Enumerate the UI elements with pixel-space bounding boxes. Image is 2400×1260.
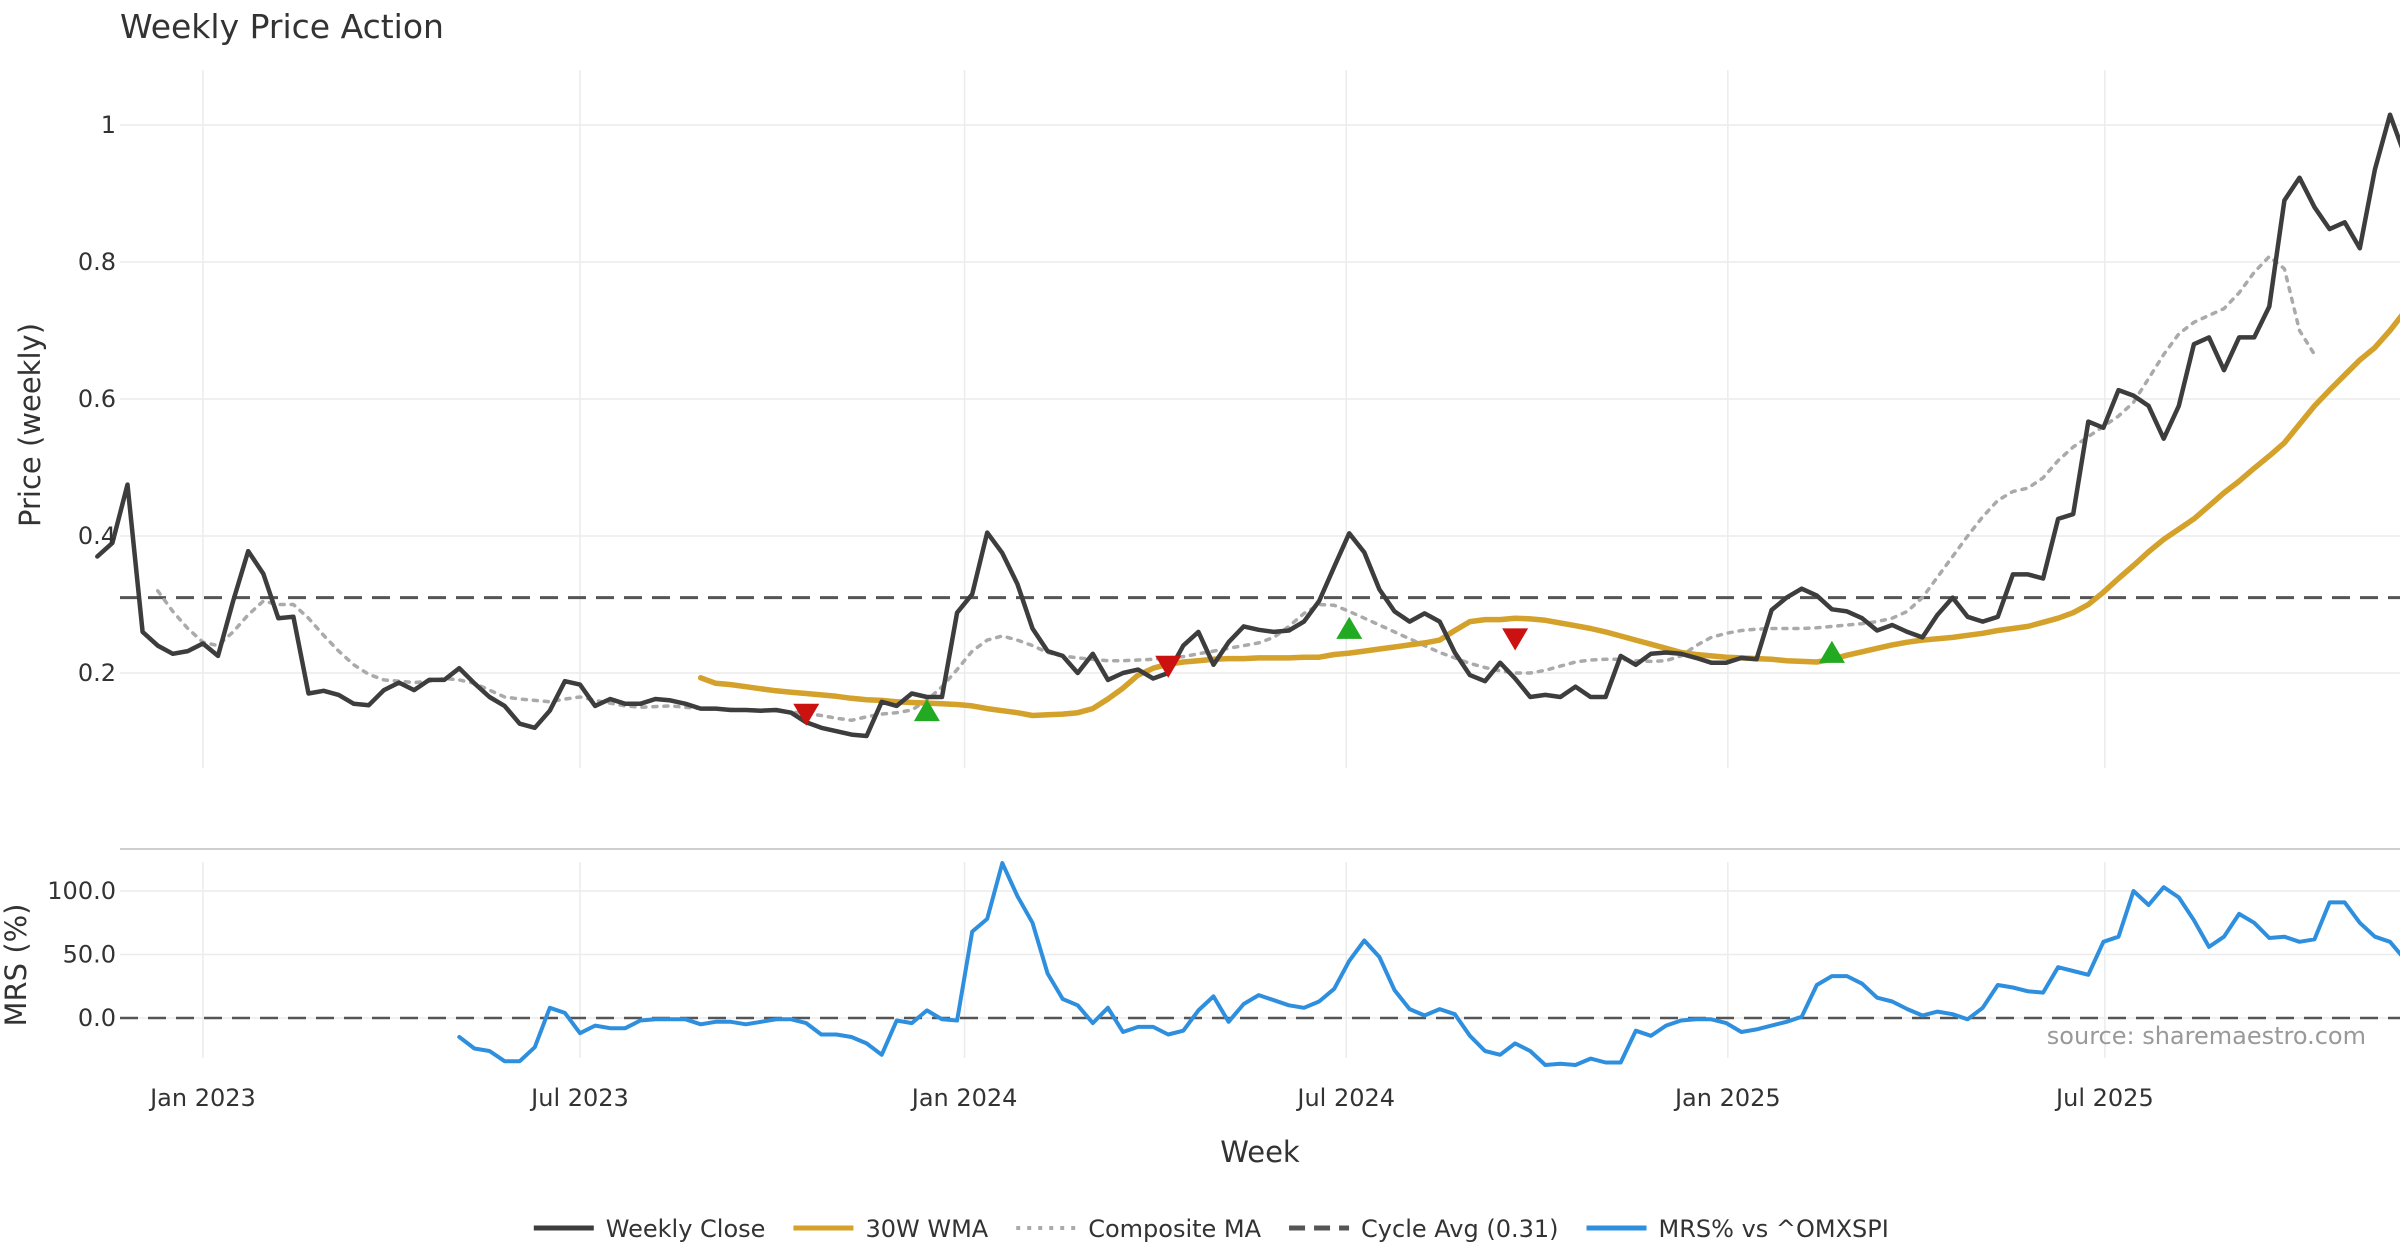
series-mrs-vs-omxspi bbox=[457, 861, 2400, 1067]
legend-label: 30W WMA bbox=[865, 1215, 988, 1243]
x-tick-jan-2024: Jan 2024 bbox=[910, 1084, 1018, 1112]
x-tick-labels: Jan 2023 Jul 2023 Jan 2024 Jul 2024 Jan 2025… bbox=[148, 1084, 2154, 1112]
signal-marker-down-5 bbox=[1502, 628, 1529, 651]
x-tick-jan-2025: Jan 2025 bbox=[1673, 1084, 1781, 1112]
signal-markers bbox=[793, 616, 1845, 726]
price-grid bbox=[120, 70, 2400, 768]
x-axis-label: Week bbox=[1220, 1135, 1300, 1169]
legend-label: Cycle Avg (0.31) bbox=[1361, 1215, 1558, 1243]
legend-item-mrs-vs-omxspi: MRS% vs ^OMXSPI bbox=[1586, 1215, 1889, 1243]
mrs-series-group bbox=[457, 861, 2400, 1067]
mrs-y-tick: 50.0 bbox=[63, 941, 116, 969]
price-y-tick: 0.2 bbox=[78, 659, 116, 687]
x-tick-jul-2025: Jul 2025 bbox=[2054, 1084, 2154, 1112]
x-tick-jul-2024: Jul 2024 bbox=[1295, 1084, 1395, 1112]
mrs-y-tick-labels: 0.0 50.0 100.0 bbox=[47, 877, 116, 1032]
signal-marker-up-4 bbox=[1336, 616, 1363, 639]
signal-marker-up-2 bbox=[913, 698, 940, 722]
mrs-y-tick: 0.0 bbox=[78, 1004, 116, 1032]
price-y-tick: 1 bbox=[101, 111, 116, 139]
x-tick-jul-2023: Jul 2023 bbox=[529, 1084, 629, 1112]
signal-marker-down-1 bbox=[793, 703, 820, 726]
signal-marker-down-3 bbox=[1155, 655, 1182, 678]
price-series-group bbox=[95, 112, 2400, 739]
legend-label: MRS% vs ^OMXSPI bbox=[1659, 1215, 1889, 1243]
series-weekly-close bbox=[95, 112, 2400, 739]
legend-item-30w-wma: 30W WMA bbox=[793, 1215, 989, 1243]
series-composite-ma bbox=[155, 254, 2317, 723]
mrs-grid bbox=[120, 862, 2400, 1058]
chart-title: Weekly Price Action bbox=[120, 7, 444, 46]
legend: Weekly Close 30W WMA Composite MA Cycle Avg… bbox=[533, 1215, 1889, 1243]
mrs-y-axis-label: MRS (%) bbox=[0, 904, 33, 1027]
price-y-tick-labels: 0.2 0.4 0.6 0.8 1 bbox=[78, 111, 116, 687]
legend-item-composite-ma: Composite MA bbox=[1016, 1215, 1262, 1243]
price-y-tick: 0.6 bbox=[78, 385, 116, 413]
series-30w-wma bbox=[697, 313, 2400, 719]
price-y-axis-label: Price (weekly) bbox=[13, 323, 47, 527]
legend-item-weekly-close: Weekly Close bbox=[533, 1215, 766, 1243]
x-tick-jan-2023: Jan 2023 bbox=[148, 1084, 256, 1112]
price-y-tick: 0.8 bbox=[78, 248, 116, 276]
legend-label: Weekly Close bbox=[606, 1215, 766, 1243]
source-note: source: sharemaestro.com bbox=[2047, 1022, 2366, 1050]
signal-marker-up-6 bbox=[1818, 640, 1845, 663]
price-y-tick: 0.4 bbox=[78, 522, 116, 550]
legend-label: Composite MA bbox=[1088, 1215, 1261, 1243]
mrs-y-tick: 100.0 bbox=[47, 877, 116, 905]
legend-item-cycle-avg-0-31: Cycle Avg (0.31) bbox=[1289, 1215, 1559, 1243]
